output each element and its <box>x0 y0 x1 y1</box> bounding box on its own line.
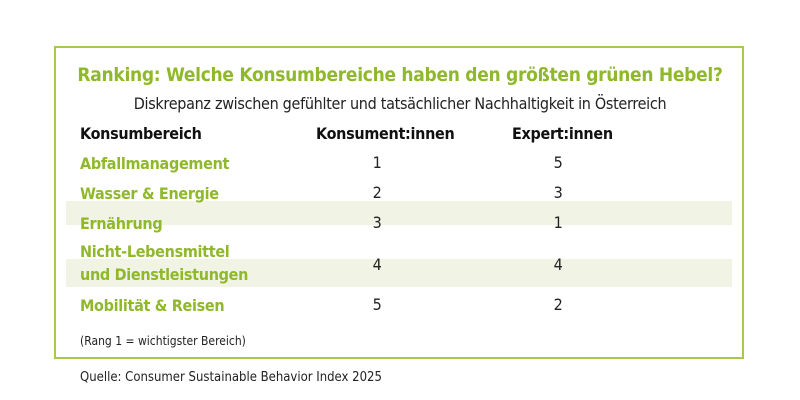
table-row-consumers: 3 <box>372 213 382 232</box>
table-row-category: Nicht-Lebensmittel und Dienstleistungen <box>80 242 249 284</box>
page-title: Ranking: Welche Konsumbereiche haben den… <box>77 64 723 86</box>
table-row-consumers: 1 <box>372 153 382 172</box>
source: Quelle: Consumer Sustainable Behavior In… <box>80 370 382 385</box>
table-row-category: Abfallmanagement <box>80 154 230 173</box>
table-row-category: Ernährung <box>80 214 163 233</box>
table-row-consumers: 2 <box>372 183 382 202</box>
table-row-consumers: 4 <box>372 255 382 274</box>
table-row-category: Mobilität & Reisen <box>80 296 225 315</box>
table-row-experts: 4 <box>553 255 563 274</box>
table-row-category: Wasser & Energie <box>80 184 219 203</box>
header-category: Konsumbereich <box>80 124 202 143</box>
table-row-experts: 2 <box>553 295 563 314</box>
page-subtitle: Diskrepanz zwischen gefühlter und tatsäc… <box>133 94 667 113</box>
header-experts: Expert:innen <box>512 124 613 143</box>
table-row-experts: 3 <box>553 183 563 202</box>
row-band <box>66 201 732 225</box>
row-band <box>66 259 732 287</box>
table-row-consumers: 5 <box>372 295 382 314</box>
header-consumers: Konsument:innen <box>316 124 455 143</box>
table-row-experts: 5 <box>553 153 563 172</box>
footnote: (Rang 1 = wichtigster Bereich) <box>80 334 246 348</box>
table-frame <box>54 46 744 359</box>
table-row-experts: 1 <box>553 213 563 232</box>
